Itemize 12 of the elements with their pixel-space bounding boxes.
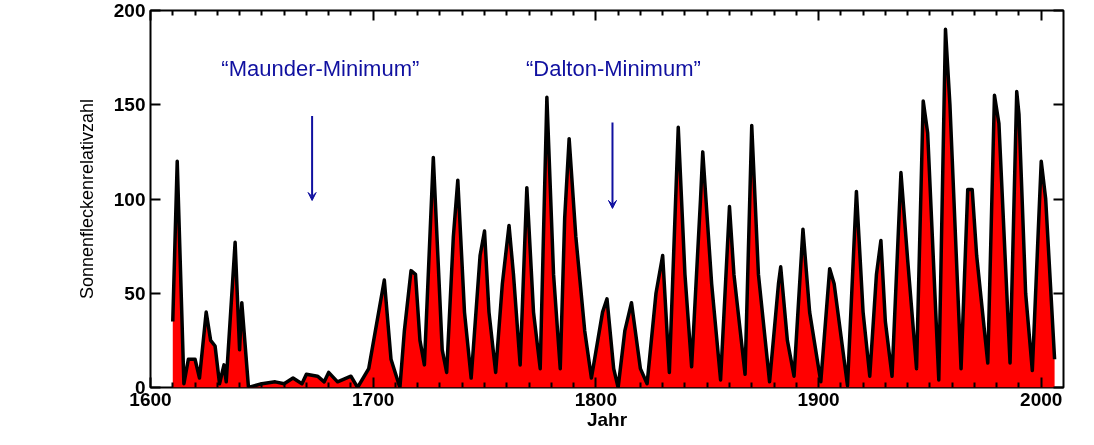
x-axis-title: Jahr xyxy=(586,408,628,430)
x-tick-label: 2000 xyxy=(1020,388,1063,410)
y-tick-label: 100 xyxy=(113,188,146,210)
annotation: “Dalton-Minimum” xyxy=(525,56,701,82)
x-tick-label: 1900 xyxy=(797,388,840,410)
y-tick-label: 50 xyxy=(124,282,146,304)
x-tick-label: 1700 xyxy=(352,388,395,410)
y-tick-label: 200 xyxy=(113,0,146,21)
y-tick-label: 150 xyxy=(113,94,146,116)
x-tick-label: 1800 xyxy=(574,388,618,410)
annotation: “Maunder-Minimum” xyxy=(221,56,420,82)
y-axis-title: Sonnenfleckenrelativzahl xyxy=(76,98,97,300)
